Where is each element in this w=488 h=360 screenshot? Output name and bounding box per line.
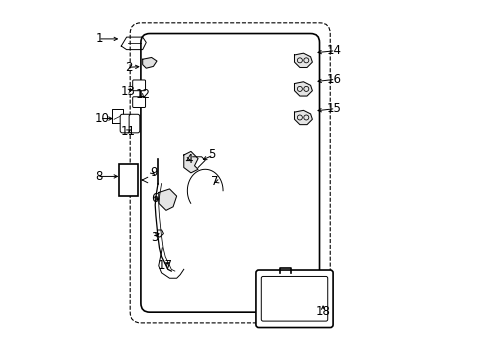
Text: 7: 7	[211, 175, 219, 188]
Polygon shape	[183, 152, 198, 173]
Text: 10: 10	[94, 112, 109, 125]
Text: 2: 2	[124, 61, 132, 74]
Polygon shape	[294, 111, 312, 125]
Text: 13: 13	[121, 85, 136, 98]
FancyBboxPatch shape	[261, 276, 327, 321]
Text: 1: 1	[96, 32, 103, 45]
FancyBboxPatch shape	[129, 114, 140, 133]
Text: 6: 6	[150, 192, 158, 205]
Polygon shape	[159, 189, 176, 210]
Text: 15: 15	[325, 102, 341, 115]
Text: 16: 16	[325, 73, 341, 86]
FancyBboxPatch shape	[120, 114, 131, 133]
Text: 5: 5	[207, 148, 215, 162]
Polygon shape	[142, 58, 157, 68]
FancyBboxPatch shape	[255, 270, 332, 328]
Polygon shape	[294, 82, 312, 96]
Text: 12: 12	[135, 88, 150, 101]
FancyBboxPatch shape	[132, 97, 145, 108]
Text: 3: 3	[150, 231, 158, 244]
Text: 17: 17	[157, 259, 172, 272]
Text: 4: 4	[185, 153, 192, 166]
Text: 11: 11	[121, 125, 136, 138]
Text: 14: 14	[325, 44, 341, 57]
Polygon shape	[294, 53, 312, 67]
Text: 18: 18	[315, 305, 330, 318]
Bar	[119, 164, 138, 196]
Text: 9: 9	[150, 166, 158, 179]
FancyBboxPatch shape	[132, 80, 145, 91]
Text: 8: 8	[95, 170, 102, 183]
